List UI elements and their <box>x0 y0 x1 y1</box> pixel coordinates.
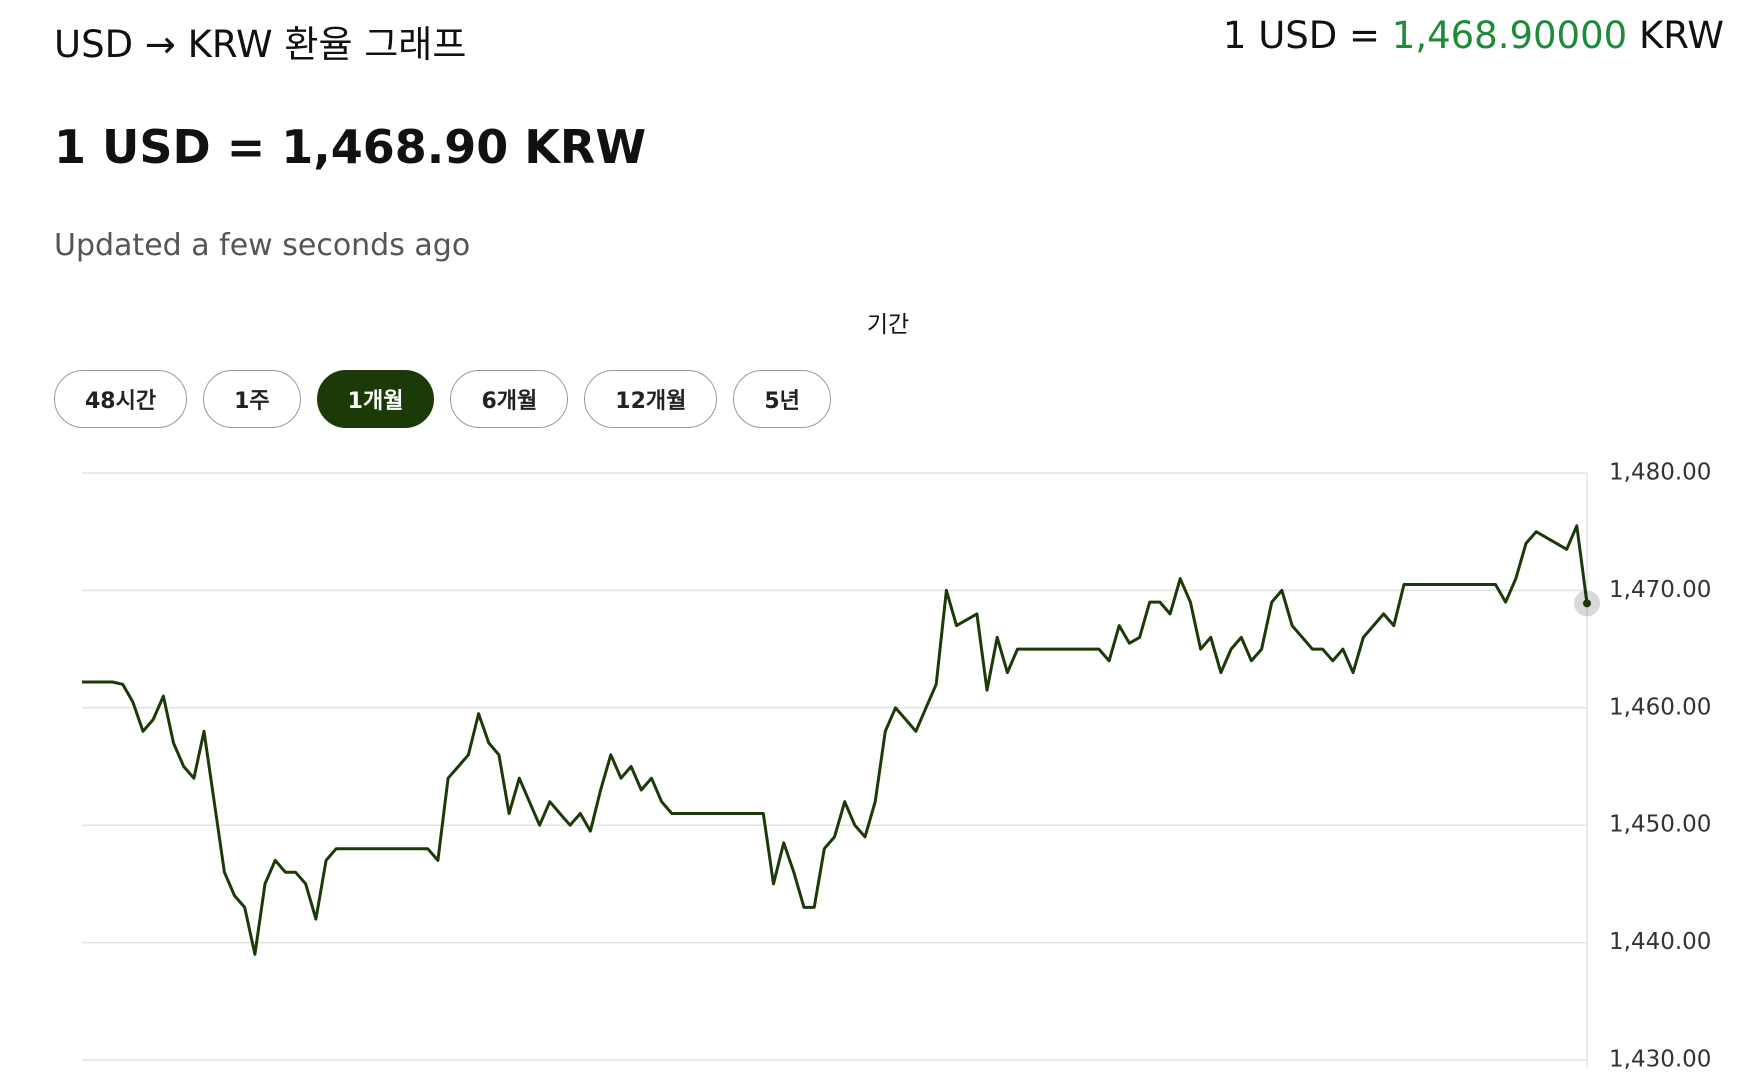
period-button[interactable]: 1주 <box>203 370 301 428</box>
period-button[interactable]: 5년 <box>733 370 831 428</box>
y-tick-label: 1,480.00 <box>1609 460 1711 486</box>
y-tick-label: 1,440.00 <box>1609 929 1711 955</box>
rate-summary: 1 USD = 1,468.90000 KRW <box>1223 14 1724 57</box>
y-tick-label: 1,450.00 <box>1609 812 1711 838</box>
y-tick-label: 1,430.00 <box>1609 1047 1711 1073</box>
period-button[interactable]: 48시간 <box>54 370 188 428</box>
period-button[interactable]: 12개월 <box>584 370 718 428</box>
period-button[interactable]: 1개월 <box>316 370 435 428</box>
page-title: USD → KRW 환율 그래프 <box>54 23 467 66</box>
rate-prefix: 1 USD = <box>1222 14 1381 57</box>
big-rate: 1 USD = 1,468.90 KRW <box>54 120 647 174</box>
rate-value: 1,468.90000 <box>1391 14 1628 57</box>
period-buttons: 48시간 1주 1개월 6개월 12개월 5년 <box>54 370 831 428</box>
rate-suffix: KRW <box>1638 14 1724 57</box>
updated-text: Updated a few seconds ago <box>54 228 471 263</box>
y-tick-label: 1,470.00 <box>1609 577 1711 603</box>
last-point <box>1583 599 1591 608</box>
price-line <box>82 524 1589 956</box>
period-label: 기간 <box>866 312 910 338</box>
period-button[interactable]: 6개월 <box>450 370 569 428</box>
y-tick-label: 1,460.00 <box>1609 694 1711 720</box>
